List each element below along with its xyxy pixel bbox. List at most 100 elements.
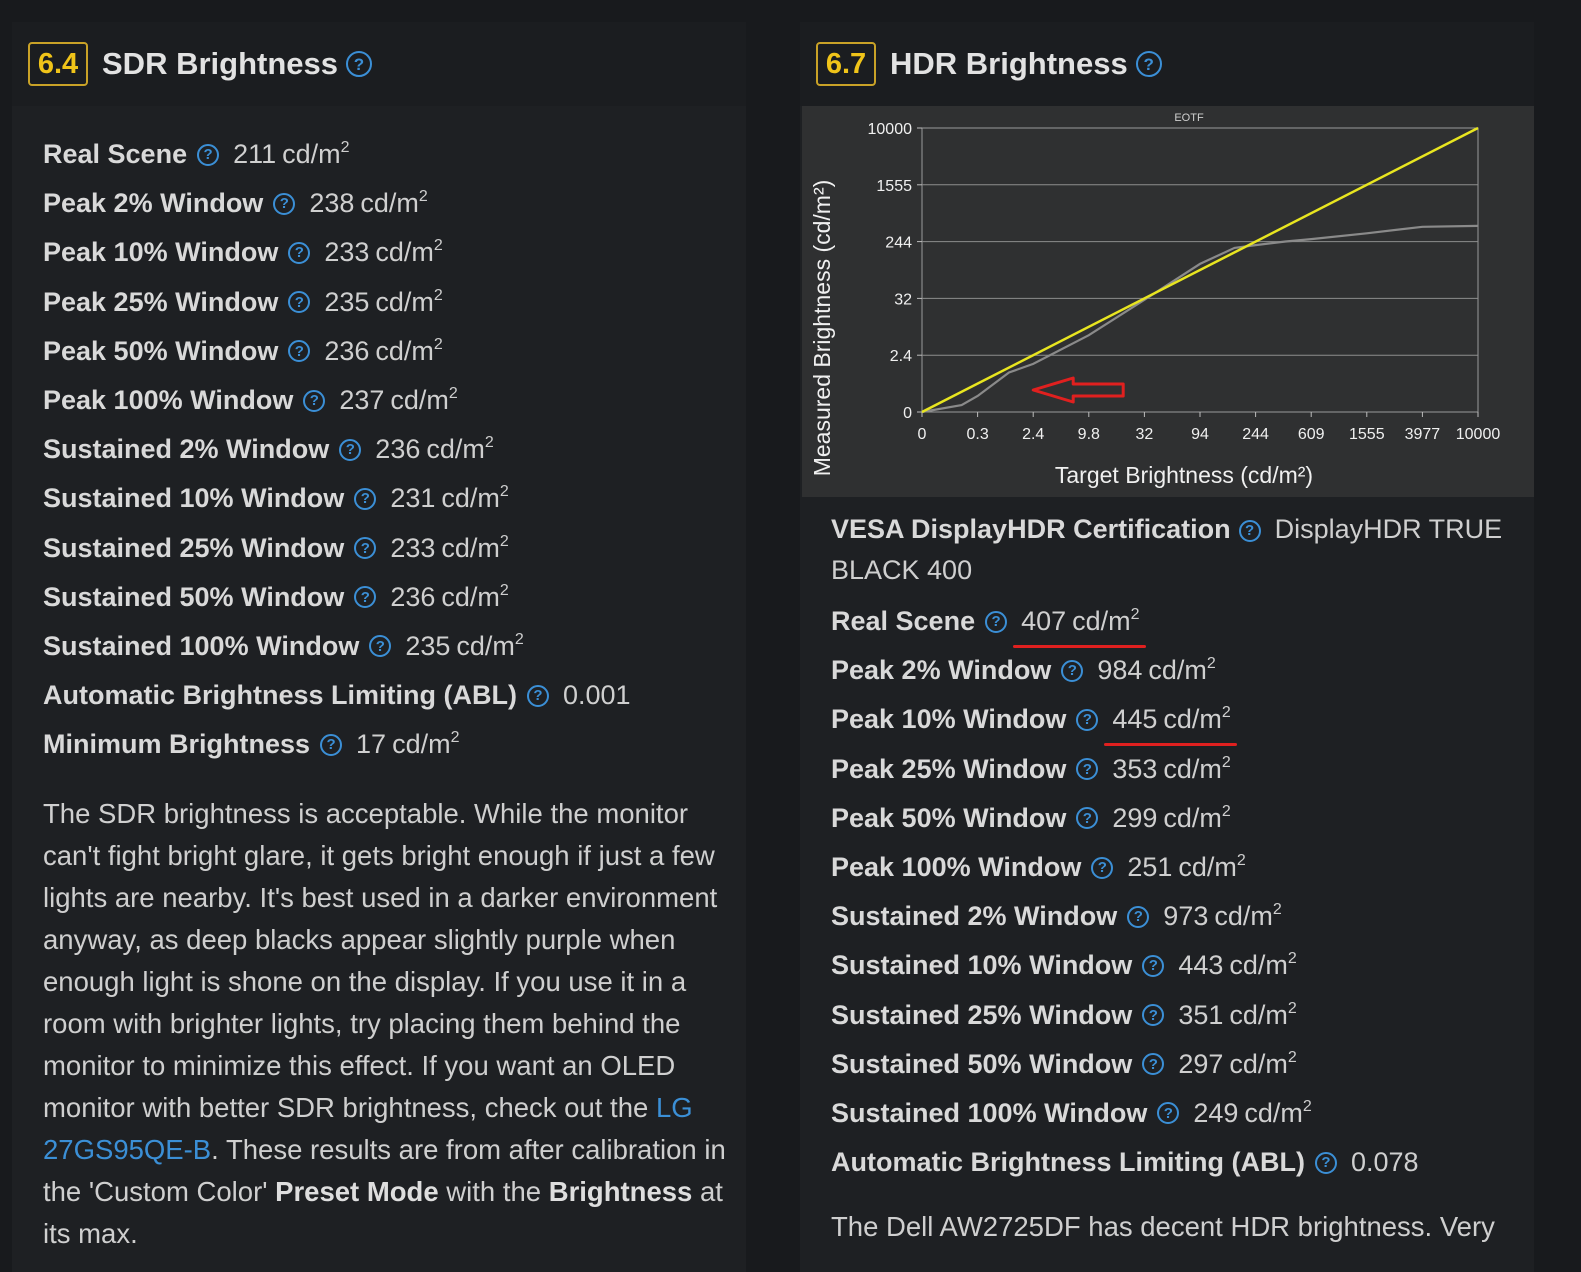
metric-unit-exponent: 2 [499,581,509,599]
metric-unit-exponent: 2 [1221,802,1231,820]
help-icon[interactable]: ? [197,143,220,166]
help-icon[interactable]: ? [354,537,377,560]
metric-label: Peak 2% Window [831,655,1052,686]
metric-unit: cd/m2 [1178,852,1245,882]
help-icon[interactable]: ? [985,610,1008,633]
sdr-metric-sustained-10-window: Sustained 10% Window? 231 cd/m2 [43,474,631,523]
metric-unit: cd/m2 [1163,754,1230,784]
metric-unit-exponent: 2 [1302,1097,1312,1115]
metric-unit-text: cd/m [1229,999,1288,1030]
target-eotf-line [921,126,1479,414]
help-icon[interactable]: ? [288,340,311,363]
help-icon[interactable]: ? [527,684,549,707]
sdr-metric-sustained-50-window: Sustained 50% Window? 236 cd/m2 [43,573,631,622]
metric-value: 233 [324,237,370,268]
help-icon[interactable]: ? [1157,1102,1180,1125]
metric-label: Sustained 100% Window [831,1097,1148,1128]
help-icon[interactable]: ? [1061,659,1084,682]
vesa-certification-value: DisplayHDR TRUE BLACK 400 [831,514,1503,585]
x-tick-label: 1555 [1349,426,1385,443]
help-icon[interactable]: ? [1076,758,1099,781]
help-icon[interactable]: ? [303,389,326,412]
metric-unit: cd/m2 [392,729,459,759]
metric-unit-exponent: 2 [433,286,443,304]
metric-unit-text: cd/m [1214,901,1273,932]
chart-annotation [1031,376,1125,404]
metric-unit-exponent: 2 [1236,852,1246,870]
metric-value-group: 297 cd/m2 [1178,1049,1296,1080]
eotf-chart[interactable]: EOTF Target Brightness (cd/m²) Measured … [802,106,1534,497]
metric-value: 211 [233,139,277,170]
hdr-section-title: HDR Brightness [890,46,1128,81]
sdr-metric-automatic-brightness-limiting-abl: Automatic Brightness Limiting (ABL)? 0.00… [43,671,631,720]
metric-unit-text: cd/m [441,483,500,514]
metric-value-group: 231 cd/m2 [390,483,508,514]
hdr-metric-sustained-50-window: Sustained 50% Window? 297 cd/m2 [831,1040,1521,1089]
metric-label: Sustained 50% Window [831,1048,1133,1079]
chart-x-axis-label: Target Brightness (cd/m²) [1055,462,1313,488]
metric-unit-exponent: 2 [1287,1048,1297,1066]
metric-label: Minimum Brightness [43,729,311,760]
metric-value: 0.078 [1351,1147,1419,1178]
metric-value-group: 235 cd/m2 [324,287,442,318]
metric-label: Peak 10% Window [831,704,1067,735]
help-icon[interactable]: ? [288,241,311,264]
help-icon[interactable]: ? [1315,1151,1337,1174]
metric-unit-text: cd/m [456,630,515,661]
eotf-chart-svg: EOTF Target Brightness (cd/m²) Measured … [809,112,1500,488]
metric-unit: cd/m2 [441,483,508,513]
help-icon[interactable]: ? [1142,1053,1165,1076]
metric-unit: cd/m2 [1229,950,1296,980]
sdr-header: 6.4 SDR Brightness ? [12,22,746,106]
x-tick-label: 609 [1298,426,1325,443]
metric-label: Peak 50% Window [831,802,1067,833]
metric-unit: cd/m2 [1229,1000,1296,1030]
help-icon[interactable]: ? [1127,905,1150,928]
help-icon[interactable]: ? [1142,954,1165,977]
metric-value: 236 [324,335,370,366]
help-icon[interactable]: ? [1076,807,1099,830]
metric-value-group: 236 cd/m2 [375,434,493,465]
metric-label: Peak 100% Window [43,385,294,416]
metric-unit-text: cd/m [1229,950,1288,981]
hdr-metric-peak-10-window: Peak 10% Window? 445 cd/m2 [831,695,1521,747]
metric-unit-text: cd/m [375,335,434,366]
help-icon[interactable]: ? [354,586,377,609]
lg-27gs95qe-b-link[interactable]: LG 27GS95QE-B [43,1092,693,1165]
metric-unit-exponent: 2 [514,630,524,648]
metric-unit-text: cd/m [1163,802,1222,833]
help-icon[interactable]: ? [339,438,362,461]
metric-value-group: 249 cd/m2 [1193,1098,1311,1129]
hdr-metric-area: VESA DisplayHDR Certification? DisplayHDR… [831,509,1521,1187]
metric-value: 0.001 [563,680,631,711]
help-icon[interactable]: ? [320,733,343,756]
help-icon[interactable]: ? [345,51,372,77]
sdr-metric-sustained-25-window: Sustained 25% Window? 233 cd/m2 [43,524,631,573]
preset-mode-term: Preset Mode [275,1176,439,1207]
help-icon[interactable]: ? [354,487,377,510]
metric-unit-exponent: 2 [1130,606,1140,624]
hdr-brightness-panel: 6.7 HDR Brightness ? EOTF Target Brightn… [800,22,1534,1272]
help-icon[interactable]: ? [288,291,311,314]
red-arrow-annotation [1031,376,1125,404]
metric-unit: cd/m2 [426,434,493,464]
sdr-text-1: The SDR brightness is acceptable. While … [43,798,718,1123]
help-icon[interactable]: ? [273,192,296,215]
sdr-text-3: with the [438,1176,549,1207]
help-icon[interactable]: ? [1076,708,1099,731]
metric-unit-text: cd/m [441,581,500,612]
help-icon[interactable]: ? [1135,51,1162,77]
hdr-metric-sustained-10-window: Sustained 10% Window? 443 cd/m2 [831,941,1521,990]
metric-value: 351 [1178,999,1224,1030]
metric-value: 299 [1112,802,1158,833]
help-icon[interactable]: ? [1091,856,1114,879]
help-icon[interactable]: ? [369,635,392,658]
metric-label: Sustained 2% Window [831,901,1118,932]
metric-label: Peak 100% Window [831,852,1082,883]
metric-value-group: 299 cd/m2 [1112,803,1230,834]
hdr-metric-peak-2-window: Peak 2% Window? 984 cd/m2 [831,646,1521,695]
help-icon[interactable]: ? [1238,519,1261,542]
sdr-brightness-panel: 6.4 SDR Brightness ? Real Scene? 211 cd/m2… [12,22,746,1272]
help-icon[interactable]: ? [1142,1004,1165,1027]
y-tick-label: 32 [894,291,912,308]
